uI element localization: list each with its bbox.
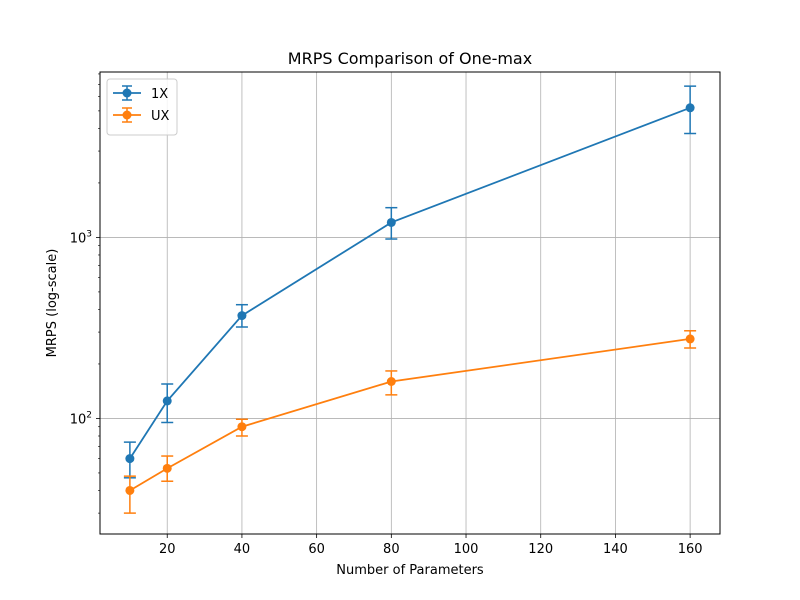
data-point [685,334,695,344]
data-point [685,103,695,113]
chart-title: MRPS Comparison of One-max [288,49,532,68]
x-tick-label: 80 [383,542,400,557]
plot-frame [99,71,721,535]
data-point [125,454,135,464]
x-tick-label: 40 [234,542,251,557]
y-tick-label: 102 [70,410,92,427]
data-point [237,311,247,321]
series-layer [123,85,697,514]
x-axis-label: Number of Parameters [336,563,484,578]
legend-label: 1X [151,87,168,102]
legend-item-1x: 1X [113,85,168,102]
x-tick-label: 120 [528,542,553,557]
legend: 1X UX [106,78,178,136]
legend-item-ux: UX [113,107,170,124]
data-point [386,217,396,227]
x-tick-label: 100 [454,542,479,557]
legend-label: UX [151,109,170,124]
legend-marker [122,110,132,120]
data-point [386,377,396,387]
data-point [125,485,135,495]
data-point [162,463,172,473]
ticks: 20 40 60 80 100 120 140 160 102 103 [70,73,703,557]
x-tick-label: 60 [308,542,325,557]
legend-marker [122,88,132,98]
x-tick-label: 140 [603,542,628,557]
y-axis-label: MRPS (log-scale) [45,249,60,358]
data-point [237,422,247,432]
series-1x [123,85,697,479]
x-tick-label: 160 [678,542,703,557]
grid [100,72,720,534]
series-ux [123,330,697,514]
data-point [162,396,172,406]
x-tick-label: 20 [159,542,176,557]
y-tick-label: 103 [70,229,92,246]
